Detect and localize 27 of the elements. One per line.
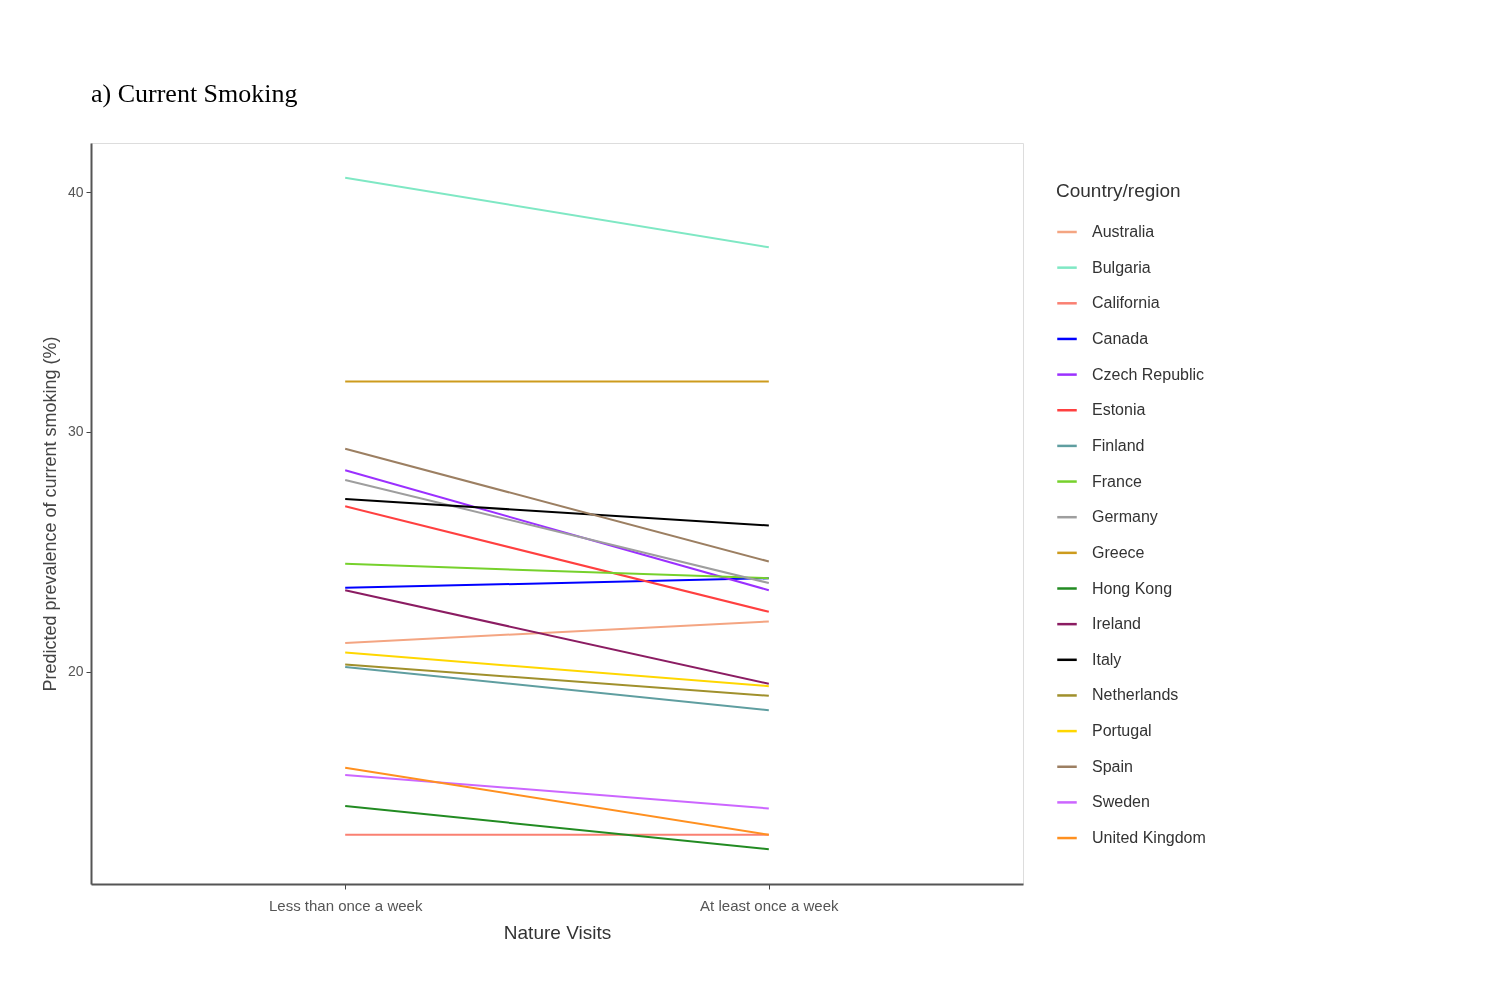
legend-label: Bulgaria — [1092, 258, 1151, 276]
y-axis-title: Predicted prevalence of current smoking (%) — [39, 336, 60, 692]
y-tick-label: 40 — [67, 183, 84, 200]
legend-title: Country/region — [1056, 180, 1181, 201]
x-axis-title: Nature Visits — [503, 921, 612, 943]
legend-label: Germany — [1092, 508, 1158, 526]
chart-title: a) Current Smoking — [91, 79, 298, 108]
legend-label: Spain — [1092, 757, 1133, 775]
y-tick-label: 30 — [67, 423, 84, 440]
legend-label: Canada — [1092, 329, 1149, 347]
legend-label: Greece — [1092, 543, 1145, 561]
legend-label: Italy — [1092, 650, 1122, 668]
legend-label: Hong Kong — [1092, 579, 1173, 597]
legend-label: Czech Republic — [1092, 365, 1205, 383]
legend-label: Ireland — [1092, 615, 1141, 633]
x-tick-label: Less than once a week — [268, 896, 423, 914]
legend-label: Australia — [1092, 223, 1155, 240]
legend-label: Netherlands — [1092, 686, 1179, 704]
legend-label: Portugal — [1092, 722, 1152, 740]
y-tick-label: 20 — [67, 663, 84, 680]
legend-label: France — [1092, 472, 1142, 490]
x-tick-label: At least once a week — [700, 896, 840, 914]
legend-label: Sweden — [1092, 793, 1150, 811]
legend-label: California — [1092, 294, 1160, 312]
legend-label: Estonia — [1092, 401, 1146, 419]
legend-label: United Kingdom — [1092, 829, 1206, 847]
legend-label: Finland — [1092, 436, 1145, 454]
